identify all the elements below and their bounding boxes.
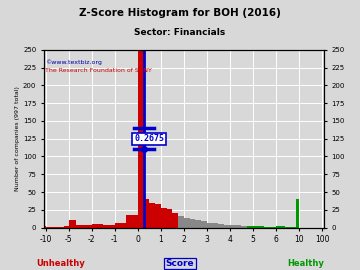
Bar bbox=[50, 227, 55, 228]
Text: Score: Score bbox=[166, 259, 194, 268]
Bar bbox=[46, 227, 50, 228]
Bar bbox=[288, 227, 291, 228]
Bar bbox=[195, 220, 201, 228]
Bar bbox=[236, 225, 242, 228]
Bar bbox=[69, 220, 76, 228]
Bar bbox=[201, 221, 207, 228]
Bar bbox=[172, 213, 178, 228]
Bar bbox=[291, 227, 293, 228]
Bar bbox=[265, 227, 270, 228]
Bar bbox=[41, 226, 46, 228]
Bar bbox=[149, 203, 155, 228]
Bar bbox=[285, 227, 288, 228]
Bar bbox=[282, 226, 285, 228]
Text: Unhealthy: Unhealthy bbox=[36, 259, 85, 268]
Bar bbox=[64, 226, 69, 228]
Text: 0.2675: 0.2675 bbox=[134, 134, 164, 143]
Bar bbox=[84, 225, 92, 228]
Bar bbox=[59, 227, 64, 228]
Bar bbox=[144, 199, 149, 228]
Bar bbox=[138, 51, 144, 228]
Bar bbox=[230, 225, 236, 228]
Bar bbox=[296, 199, 299, 228]
Text: Healthy: Healthy bbox=[287, 259, 324, 268]
Bar bbox=[259, 226, 265, 228]
Bar bbox=[253, 226, 259, 228]
Bar bbox=[213, 223, 219, 228]
Bar bbox=[276, 226, 279, 228]
Text: ©www.textbiz.org: ©www.textbiz.org bbox=[45, 59, 102, 65]
Bar bbox=[167, 209, 172, 228]
Bar bbox=[219, 224, 224, 228]
Bar bbox=[190, 219, 195, 228]
Bar bbox=[247, 226, 253, 228]
Bar bbox=[224, 225, 230, 228]
Bar bbox=[115, 223, 126, 228]
Bar bbox=[126, 215, 138, 228]
Bar bbox=[207, 222, 213, 228]
Bar bbox=[242, 226, 247, 228]
Bar bbox=[103, 225, 115, 228]
Bar bbox=[293, 227, 296, 228]
Bar bbox=[270, 227, 276, 228]
Y-axis label: Number of companies (997 total): Number of companies (997 total) bbox=[15, 86, 20, 191]
Text: The Research Foundation of SUNY: The Research Foundation of SUNY bbox=[45, 68, 152, 73]
Bar bbox=[155, 204, 161, 228]
Bar bbox=[76, 225, 84, 228]
Text: Z-Score Histogram for BOH (2016): Z-Score Histogram for BOH (2016) bbox=[79, 8, 281, 18]
Bar bbox=[184, 218, 190, 228]
Bar bbox=[279, 226, 282, 228]
Bar bbox=[161, 208, 167, 228]
Bar bbox=[178, 216, 184, 228]
Bar bbox=[92, 224, 103, 228]
Text: Sector: Financials: Sector: Financials bbox=[134, 28, 226, 37]
Bar bbox=[55, 227, 59, 228]
